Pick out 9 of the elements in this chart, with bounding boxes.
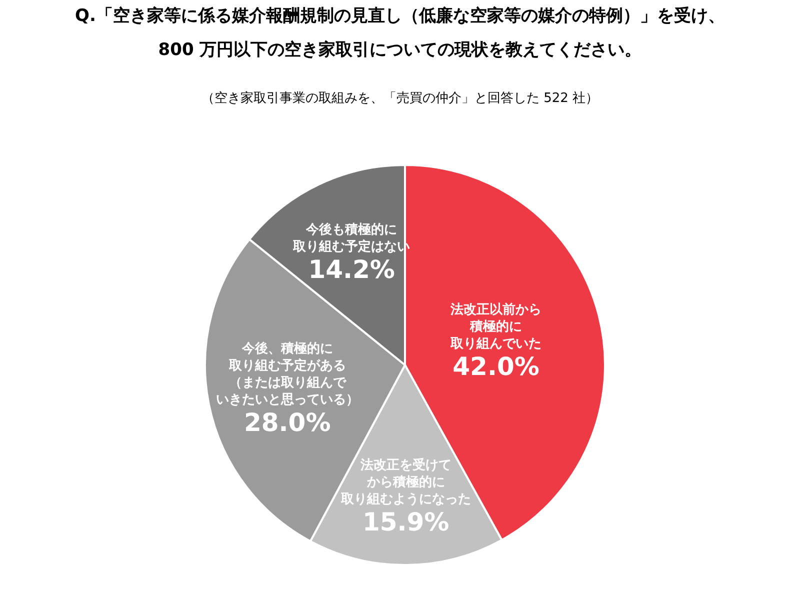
- slice-label: 今後、積極的に取り組む予定がある（または取り組んでいきたいと思っている）: [216, 340, 359, 408]
- chart-subtitle: （空き家取引事業の取組みを、「売買の仲介」と回答した 522 社）: [201, 90, 599, 106]
- data-label: 14.2%: [308, 255, 395, 284]
- slice-label: 法改正以前から積極的に取り組んでいた: [450, 302, 542, 352]
- chart-title: Q.「空き家等に係る媒介報酬規制の見直し（低廉な空家等の媒介の特例）」を受け、 800 万円以下の空き家取引についての現状を教えてください。: [75, 6, 725, 60]
- slice-label: 法改正を受けてから積極的に取り組むようになった: [340, 456, 471, 507]
- data-label: 28.0%: [244, 408, 331, 437]
- data-label: 15.9%: [362, 507, 450, 536]
- data-label: 42.0%: [452, 352, 540, 382]
